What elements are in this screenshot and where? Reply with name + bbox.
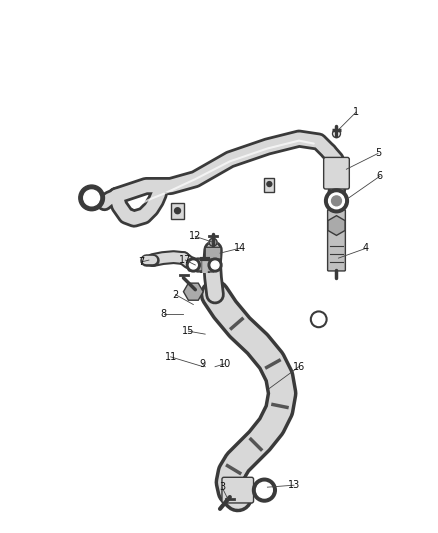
Text: 9: 9 <box>199 359 205 369</box>
Circle shape <box>257 482 272 498</box>
Text: 15: 15 <box>182 326 194 336</box>
Text: 3: 3 <box>219 482 225 492</box>
FancyBboxPatch shape <box>324 157 350 189</box>
Circle shape <box>187 258 200 272</box>
Text: 17: 17 <box>179 255 191 265</box>
FancyBboxPatch shape <box>328 209 346 271</box>
Text: 1: 1 <box>353 107 359 117</box>
Text: 8: 8 <box>161 309 167 319</box>
Text: 10: 10 <box>219 359 231 369</box>
Text: 7: 7 <box>138 257 144 267</box>
Circle shape <box>258 483 271 497</box>
Circle shape <box>211 261 219 269</box>
Circle shape <box>328 193 344 209</box>
Circle shape <box>84 190 99 206</box>
Circle shape <box>254 479 275 501</box>
Text: 5: 5 <box>375 149 381 158</box>
FancyBboxPatch shape <box>188 259 202 271</box>
Circle shape <box>267 182 272 187</box>
Circle shape <box>79 185 105 211</box>
Text: 12: 12 <box>189 231 201 241</box>
FancyBboxPatch shape <box>265 178 274 192</box>
Text: 13: 13 <box>288 480 300 490</box>
Circle shape <box>175 208 180 214</box>
FancyBboxPatch shape <box>196 258 214 272</box>
Circle shape <box>332 196 342 206</box>
Text: 14: 14 <box>233 243 246 253</box>
Text: 16: 16 <box>293 362 305 372</box>
FancyBboxPatch shape <box>171 203 184 219</box>
Circle shape <box>209 238 217 246</box>
Text: 2: 2 <box>173 289 179 300</box>
Text: 11: 11 <box>165 352 177 362</box>
Text: 6: 6 <box>377 171 383 181</box>
FancyBboxPatch shape <box>222 477 254 503</box>
Circle shape <box>329 194 343 208</box>
Circle shape <box>325 190 347 212</box>
FancyBboxPatch shape <box>205 247 221 259</box>
Circle shape <box>208 258 222 272</box>
Text: 4: 4 <box>363 243 369 253</box>
Circle shape <box>189 261 197 269</box>
